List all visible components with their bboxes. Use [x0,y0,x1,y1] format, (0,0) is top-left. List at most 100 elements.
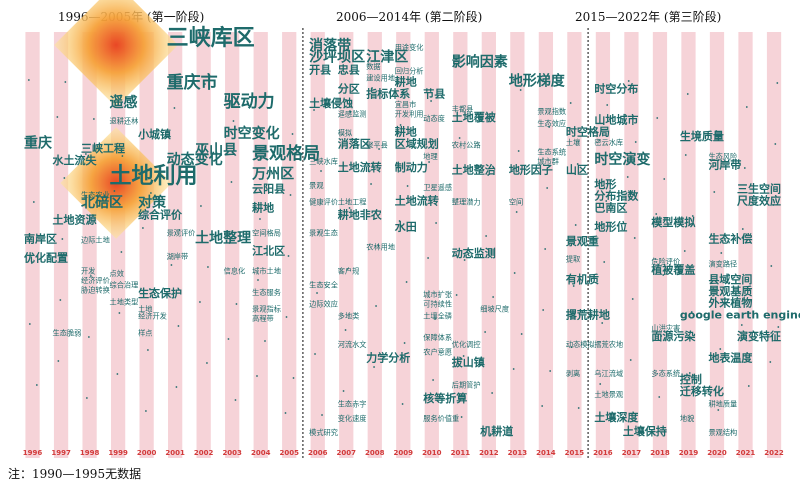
year-stripe-2022 [766,32,782,458]
minor-term-dot [690,311,693,313]
term-label: 景观格局 [252,143,320,164]
term-label: 客户规 [338,266,360,275]
term-label: 空间格局 [252,228,281,237]
minor-term-dot [261,157,263,159]
footnote: 注：1990—1995无数据 [8,467,142,481]
minor-term-dot [399,124,402,126]
hotspot-1 [54,0,179,107]
year-stripe-2018 [652,32,668,458]
term-label: 遥感 [110,94,138,111]
minor-term-dot [264,340,266,342]
minor-term-dot [230,181,233,183]
term-label: 分布指数 [594,189,639,203]
minor-term-dot [684,154,687,156]
term-label: 时空演变 [594,151,650,168]
term-label: 耕地质量 [708,400,737,409]
minor-term-dot [316,292,318,294]
term-label: 土地流转 [395,193,439,207]
year-stripe-2012 [481,32,496,458]
term-label: 建设用地 [366,74,395,83]
minor-term-dot [143,131,145,133]
year-label-2021: 2021 [736,449,756,457]
minor-term-dot [484,331,487,333]
term-label: 重庆 [24,134,52,151]
term-label: 模式研究 [309,428,338,437]
term-label: 开县 [309,64,331,77]
minor-term-dot [145,410,147,412]
minor-term-dot [460,416,463,418]
year-label-2013: 2013 [508,449,528,457]
minor-term-dot [463,259,466,261]
minor-term-dot [202,144,204,146]
minor-term-dot [373,366,375,368]
year-label-2014: 2014 [536,449,556,457]
term-label: 三生空间 [737,182,781,196]
minor-term-dot [35,384,38,386]
minor-term-dot [370,183,372,185]
minor-term-dot [435,222,437,224]
minor-term-dot [59,299,62,301]
minor-term-dot [113,190,116,192]
minor-term-dot [234,399,237,401]
term-label: 土地覆被 [452,110,497,124]
year-label-2011: 2011 [451,449,471,457]
term-label: 土地类型 [110,297,139,306]
term-label: 综合评价 [138,208,183,222]
term-label: 土壤保持 [623,424,667,438]
minor-term-dot [485,235,488,237]
minor-term-dot [572,285,575,287]
year-label-2008: 2008 [365,449,385,457]
minor-term-dot [61,238,64,240]
minor-term-dot [259,218,261,220]
term-label: 卫星遥感 [423,183,452,192]
minor-term-dot [574,224,577,226]
term-label: 三峡工程 [81,141,125,155]
term-label: 土壤 [566,138,580,147]
term-label: 土地资源 [53,212,97,226]
year-label-2004: 2004 [251,449,271,457]
minor-term-dot [341,146,344,148]
term-label: 模型模拟 [651,215,695,229]
minor-term-dot [603,261,606,263]
term-label: 生态风险 [708,152,738,161]
term-label: 演变特征 [737,329,781,343]
minor-term-dot [116,373,119,375]
year-label-2000: 2000 [137,449,157,457]
term-label: 山地城市 [594,113,638,127]
minor-term-dot [430,100,432,102]
minor-term-dot [313,109,315,111]
term-label: 农户意愿 [423,347,452,356]
year-stripe-1998 [82,32,97,458]
minor-term-dot [569,102,572,104]
minor-term-dot [121,155,124,157]
minor-term-dot [346,268,349,270]
minor-term-dot [748,289,751,291]
minor-term-dot [491,392,494,394]
minor-term-dot [427,257,429,259]
term-label: 回归分析 [395,67,424,76]
year-stripe-2010 [424,32,439,458]
year-label-2016: 2016 [593,449,613,457]
hotspot-2 [60,127,172,239]
minor-term-dot [544,248,547,250]
minor-term-dot [285,316,288,318]
minor-term-dot [747,385,750,387]
term-label: 土地流转 [338,160,382,174]
minor-term-dot [663,178,666,180]
year-label-2012: 2012 [479,449,499,457]
year-stripe-2017 [624,32,639,458]
minor-term-dot [206,362,208,364]
minor-term-dot [631,298,634,300]
phase-label-3: 2015—2022年 (第三阶段) [575,10,722,24]
minor-term-dot [342,390,345,392]
term-label: 景观指数 [537,107,566,116]
term-label: 土地工程 [338,197,367,206]
term-label: 生态农业 [81,190,110,199]
minor-term-dot [199,301,201,303]
term-label: 土壤全磷 [423,312,452,321]
minor-term-dot [599,383,602,385]
minor-term-dot [634,141,637,143]
minor-term-dot [175,386,178,388]
minor-term-dot [683,250,686,252]
